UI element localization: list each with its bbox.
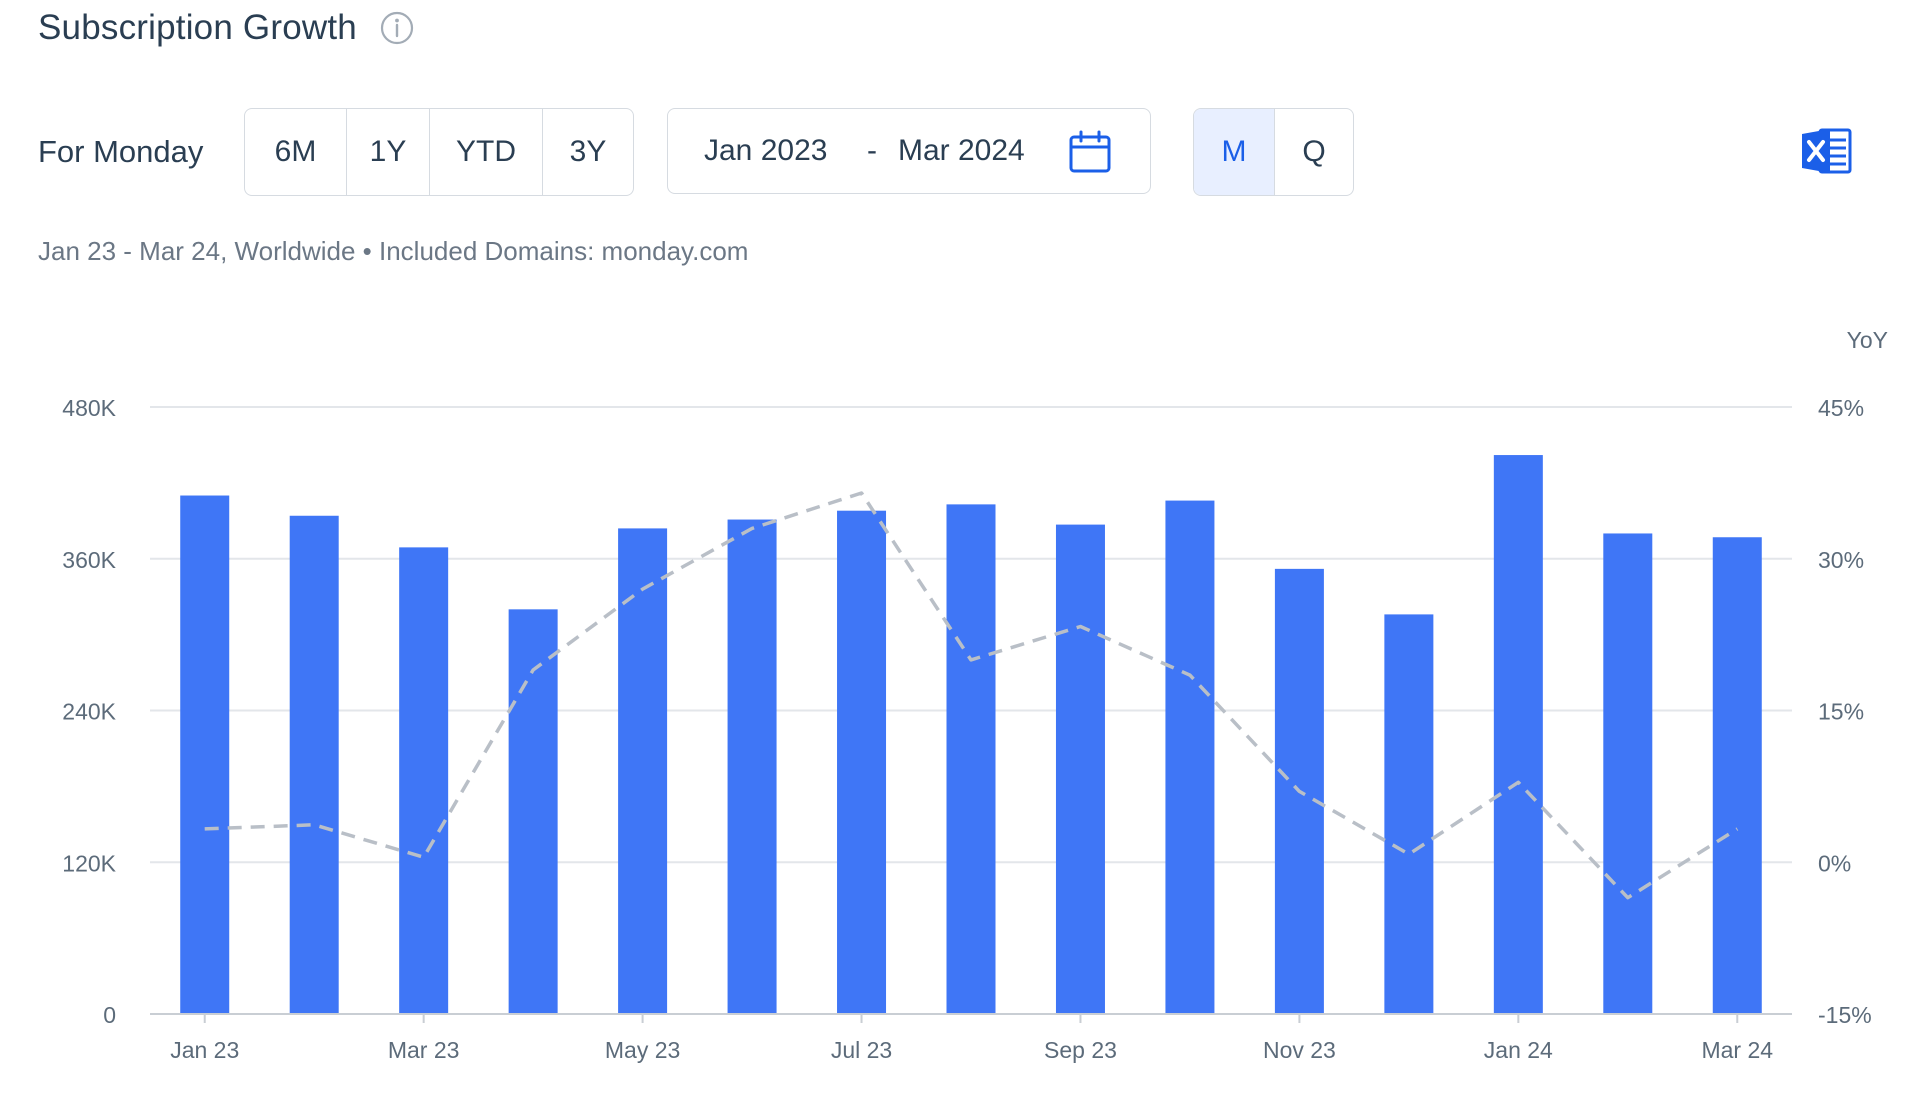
date-range-picker[interactable]: Jan 2023 - Mar 2024 xyxy=(667,108,1151,194)
subscription-chart: 0 -15% 120K 0% 240K 15% 360K 30% 480K 45% YoY Jan 2… xyxy=(0,300,1906,1080)
y-right-tick-label: 30% xyxy=(1818,547,1864,573)
calendar-icon[interactable] xyxy=(1068,130,1112,174)
y-right-axis-label: YoY xyxy=(1847,327,1888,353)
y-left-tick-label: 480K xyxy=(62,395,116,421)
x-tick-label: Jul 23 xyxy=(831,1037,892,1063)
info-circle-icon[interactable] xyxy=(379,10,415,46)
x-tick-label: Mar 23 xyxy=(388,1037,460,1063)
chart-subtitle: Jan 23 - Mar 24, Worldwide • Included Do… xyxy=(38,236,749,266)
page-title: Subscription Growth xyxy=(38,8,357,47)
y-right-tick-label: 0% xyxy=(1818,850,1851,876)
date-range-separator: - xyxy=(867,134,877,167)
y-left-tick-label: 240K xyxy=(62,699,116,725)
bar xyxy=(1493,455,1543,1014)
date-range-to: Mar 2024 xyxy=(898,134,1025,167)
period-1y-button[interactable]: 1Y xyxy=(347,109,430,195)
bar xyxy=(1712,537,1762,1014)
period-6m-button[interactable]: 6M xyxy=(245,109,347,195)
granularity-quarterly-button[interactable]: Q xyxy=(1302,135,1326,168)
date-range-from: Jan 2023 xyxy=(704,134,828,167)
bar xyxy=(180,495,230,1014)
bar xyxy=(1055,524,1105,1014)
y-left-tick-label: 360K xyxy=(62,547,116,573)
period-selector: 6M 1Y YTD 3Y xyxy=(244,108,634,196)
bar xyxy=(289,515,339,1014)
x-tick-label: Sep 23 xyxy=(1044,1037,1117,1063)
x-tick-label: Jan 23 xyxy=(170,1037,239,1063)
y-right-tick-label: -15% xyxy=(1818,1002,1872,1028)
bar xyxy=(618,528,668,1014)
yoy-line xyxy=(204,491,1739,900)
chart-header: Subscription Growth xyxy=(38,8,415,48)
period-3y-button[interactable]: 3Y xyxy=(569,135,607,168)
x-tick-label: Nov 23 xyxy=(1263,1037,1336,1063)
bar xyxy=(1603,533,1653,1014)
for-label: For Monday xyxy=(38,134,204,169)
y-left-tick-label: 0 xyxy=(103,1002,116,1028)
bar xyxy=(1384,614,1434,1014)
x-tick-label: Jan 24 xyxy=(1484,1037,1553,1063)
y-left-tick-label: 120K xyxy=(62,850,116,876)
x-tick-label: Mar 24 xyxy=(1701,1037,1773,1063)
y-right-tick-label: 15% xyxy=(1818,699,1864,725)
bar xyxy=(1165,500,1215,1014)
chart-controls: For Monday 6M 1Y YTD 3Y Jan 2023 - Mar 2… xyxy=(38,108,1878,196)
bar xyxy=(508,609,558,1014)
chart-svg: 0 -15% 120K 0% 240K 15% 360K 30% 480K 45% YoY Jan 2… xyxy=(62,327,1888,1063)
bar xyxy=(727,519,777,1014)
granularity-monthly-button[interactable]: M xyxy=(1194,109,1275,195)
excel-icon[interactable] xyxy=(1800,126,1852,176)
y-right-tick-label: 45% xyxy=(1818,395,1864,421)
bar xyxy=(399,547,449,1014)
x-tick-label: May 23 xyxy=(605,1037,680,1063)
bar xyxy=(837,510,887,1014)
bar xyxy=(946,504,996,1014)
granularity-selector: M Q xyxy=(1193,108,1354,196)
period-ytd-button[interactable]: YTD xyxy=(430,109,543,195)
